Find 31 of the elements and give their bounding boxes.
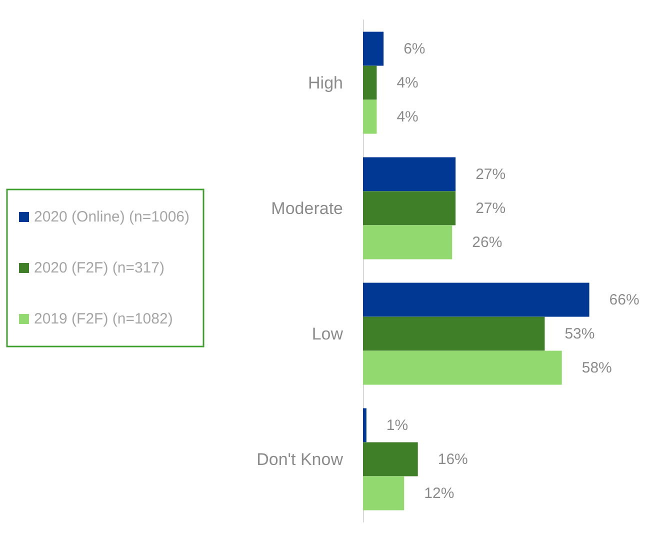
y-tick-label: Don't Know bbox=[256, 450, 344, 469]
data-label: 66% bbox=[609, 291, 640, 308]
y-tick-label: High bbox=[308, 73, 343, 92]
bar bbox=[363, 408, 366, 442]
data-label: 6% bbox=[404, 40, 426, 58]
bar bbox=[363, 225, 452, 260]
data-label: 1% bbox=[386, 416, 408, 434]
data-label: 16% bbox=[438, 450, 468, 468]
data-label: 58% bbox=[582, 359, 612, 376]
legend-label: 2020 (Online) (n=1006) bbox=[34, 208, 190, 226]
bar bbox=[363, 32, 384, 66]
data-label: 4% bbox=[396, 74, 418, 92]
y-tick-label: Low bbox=[312, 324, 344, 344]
data-label: 53% bbox=[564, 325, 595, 342]
legend-label: 2019 (F2F) (n=1082) bbox=[34, 310, 173, 328]
bar bbox=[363, 442, 418, 476]
bar bbox=[363, 157, 456, 192]
bar bbox=[363, 476, 404, 510]
bar bbox=[363, 66, 377, 100]
bar bbox=[363, 316, 545, 351]
bar bbox=[363, 100, 377, 134]
data-label: 26% bbox=[472, 234, 502, 251]
data-label: 27% bbox=[476, 166, 506, 183]
y-tick-label: Moderate bbox=[271, 198, 343, 218]
data-label: 4% bbox=[396, 108, 418, 126]
bar bbox=[363, 282, 590, 317]
legend-label: 2020 (F2F) (n=317) bbox=[34, 260, 164, 276]
data-label: 12% bbox=[424, 484, 454, 502]
bar bbox=[363, 191, 456, 226]
data-label: 27% bbox=[476, 200, 506, 217]
bar bbox=[363, 350, 562, 385]
